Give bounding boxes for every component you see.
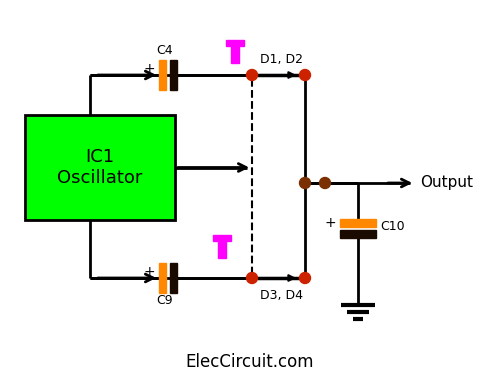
Bar — [226, 40, 244, 46]
Text: IC1
Oscillator: IC1 Oscillator — [58, 148, 142, 187]
Circle shape — [246, 70, 258, 81]
Text: ElecCircuit.com: ElecCircuit.com — [186, 353, 314, 371]
Circle shape — [320, 178, 330, 188]
Bar — [170, 60, 177, 90]
Bar — [25, 115, 175, 220]
Text: +: + — [143, 62, 155, 76]
Circle shape — [300, 178, 310, 188]
Text: +: + — [324, 216, 336, 230]
Bar — [231, 45, 239, 63]
Text: Output: Output — [420, 175, 473, 191]
Text: C10: C10 — [380, 220, 404, 233]
Circle shape — [246, 272, 258, 283]
Text: C9: C9 — [156, 293, 174, 306]
Bar — [159, 263, 166, 293]
Bar — [159, 60, 166, 90]
Bar — [340, 230, 376, 238]
Bar — [340, 219, 376, 227]
Text: C4: C4 — [156, 44, 174, 57]
Text: D1, D2: D1, D2 — [260, 53, 303, 66]
Bar — [170, 263, 177, 293]
Circle shape — [300, 70, 310, 81]
Bar — [213, 235, 231, 241]
Circle shape — [300, 272, 310, 283]
Text: D3, D4: D3, D4 — [260, 288, 303, 301]
Bar — [218, 240, 226, 258]
Text: +: + — [143, 265, 155, 279]
